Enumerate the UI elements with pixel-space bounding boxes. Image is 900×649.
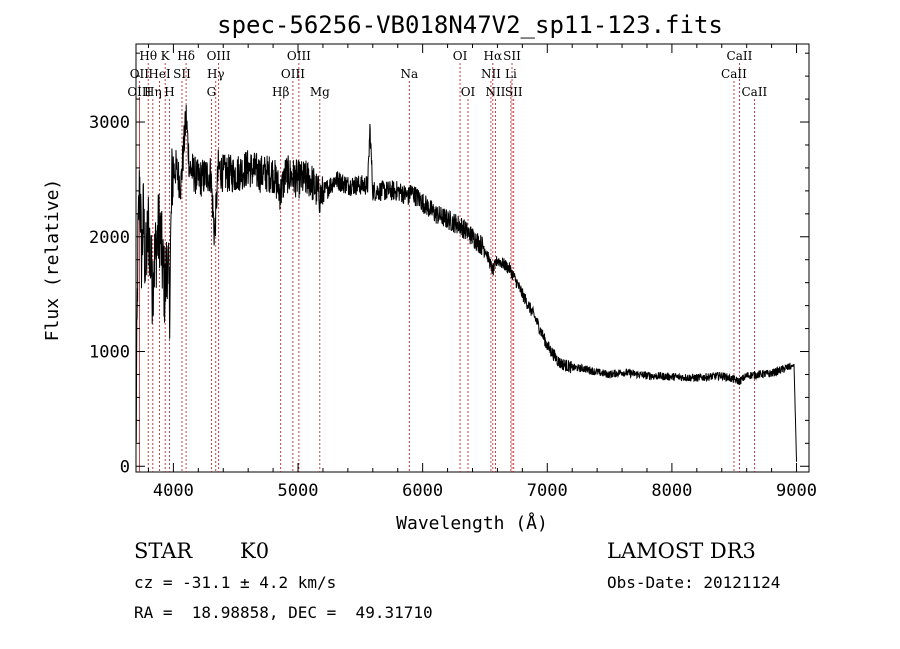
spectrum-line <box>135 104 797 462</box>
x-tick-label: 6000 <box>402 481 443 501</box>
survey-label: LAMOST DR3 <box>607 539 756 563</box>
line-label: G <box>207 85 217 99</box>
coordinates: RA = 18.98858, DEC = 49.31710 <box>134 603 433 622</box>
x-tick-label: 7000 <box>527 481 568 501</box>
line-label: H <box>164 85 174 99</box>
line-label: SII <box>173 67 191 81</box>
line-label: K <box>161 49 171 63</box>
line-label: Hδ <box>177 49 195 63</box>
line-label: Mg <box>310 85 330 99</box>
plot-frame <box>135 43 810 473</box>
x-tick-label: 8000 <box>651 481 692 501</box>
line-label: OI <box>461 85 476 99</box>
chart-title: spec-56256-VB018N47V2_sp11-123.fits <box>217 11 723 39</box>
line-label: Li <box>505 67 517 81</box>
x-tick-label: 4000 <box>153 481 194 501</box>
line-label: Hθ <box>139 49 157 63</box>
line-label: OII <box>130 67 150 81</box>
y-tick-label: 2000 <box>89 228 130 248</box>
redshift-velocity: cz = -31.1 ± 4.2 km/s <box>134 573 337 592</box>
line-label: Hα <box>484 49 503 63</box>
line-label: Hβ <box>272 85 289 99</box>
emission-lines: Hθ OII OIII K HeI Hη SII Hδ H OIII Hγ G Hβ OIII OIII Mg… <box>127 49 768 472</box>
line-label: OI <box>453 49 468 63</box>
line-label: HeI <box>148 67 171 81</box>
line-label: SII <box>505 85 523 99</box>
observation-date: Obs-Date: 20121124 <box>607 573 781 592</box>
line-label: Na <box>400 67 418 81</box>
line-label: Hγ <box>207 67 225 81</box>
x-axis-label: Wavelength (Å) <box>396 512 548 534</box>
line-label: CaII <box>741 85 767 99</box>
line-label: OIII <box>127 85 151 99</box>
line-label: SII <box>503 49 521 63</box>
line-label: NII <box>481 67 501 81</box>
x-tick-label: 5000 <box>278 481 319 501</box>
line-label: Hη <box>144 85 162 99</box>
spectral-subclass: K0 <box>240 539 270 563</box>
line-label: CaII <box>727 49 753 63</box>
y-tick-label: 1000 <box>89 343 130 363</box>
x-tick-label: 9000 <box>776 481 817 501</box>
y-tick-label: 0 <box>120 457 130 477</box>
line-label: CaII <box>721 67 747 81</box>
line-label: OIII <box>207 49 231 63</box>
y-axis-label: Flux (relative) <box>42 179 63 342</box>
object-type: STAR <box>134 539 193 563</box>
line-label: NII <box>485 85 505 99</box>
line-label: OIII <box>281 67 305 81</box>
line-label: OIII <box>287 49 311 63</box>
y-tick-label: 3000 <box>89 113 130 133</box>
axis-ticks: 4000 5000 6000 7000 8000 9000 0 1000 2000 3000 <box>89 44 817 501</box>
